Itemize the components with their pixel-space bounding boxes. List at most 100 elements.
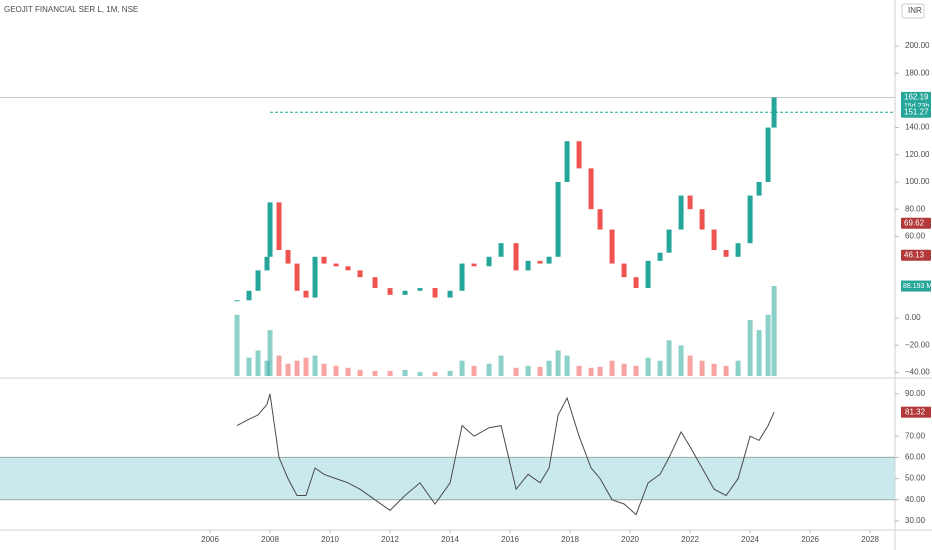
volume-bar xyxy=(357,369,363,376)
candle xyxy=(621,263,627,278)
volume-bar xyxy=(417,371,423,376)
price-tick-label: 0.00 xyxy=(905,313,921,322)
candle xyxy=(537,260,543,264)
currency[interactable]: INR xyxy=(908,6,922,15)
candle xyxy=(735,243,741,257)
volume-bar xyxy=(285,363,291,376)
volume-bar xyxy=(333,365,339,376)
volume-bar xyxy=(678,345,684,376)
candle xyxy=(255,270,261,291)
volume-bar xyxy=(576,365,582,376)
candle xyxy=(771,97,777,128)
time-tick-label: 2014 xyxy=(441,535,459,544)
price-label: 46.13 xyxy=(904,250,925,259)
candle xyxy=(699,209,705,230)
volume-bar xyxy=(486,363,492,376)
volume-bar xyxy=(498,355,504,376)
rsi-tick-label: 60.00 xyxy=(905,452,926,461)
volume-bar xyxy=(771,286,777,376)
rsi-line xyxy=(236,393,775,516)
time-tick-label: 2022 xyxy=(681,535,699,544)
candle xyxy=(345,266,351,271)
volume-bar xyxy=(447,370,453,376)
time-tick-label: 2006 xyxy=(201,535,219,544)
time-tick-label: 2016 xyxy=(501,535,519,544)
candle xyxy=(486,256,492,267)
time-tick-label: 2012 xyxy=(381,535,399,544)
candle xyxy=(387,288,393,295)
time-tick-label: 2024 xyxy=(741,535,759,544)
candle xyxy=(321,256,327,264)
candle xyxy=(267,202,273,257)
price-label-box xyxy=(901,217,931,229)
volume-bar xyxy=(756,330,762,376)
price-label-box xyxy=(901,106,931,118)
price-label: 151.27 xyxy=(904,107,929,116)
candle xyxy=(597,209,603,230)
volume-bar xyxy=(588,367,594,376)
volume-bar xyxy=(471,365,477,376)
price-tick-label: −20.00 xyxy=(905,340,930,349)
candle xyxy=(498,243,504,257)
volume-bar xyxy=(402,369,408,376)
candle xyxy=(447,290,453,298)
candle xyxy=(285,249,291,264)
volume-bar xyxy=(264,360,270,376)
volume-label: 88.193 M xyxy=(903,283,932,290)
time-tick-label: 2008 xyxy=(261,535,279,544)
candle xyxy=(303,290,309,298)
rsi-band xyxy=(0,457,895,500)
volume-bar xyxy=(294,360,300,376)
volume-bar xyxy=(276,355,282,376)
volume-bar xyxy=(621,363,627,376)
candle xyxy=(657,252,663,261)
candle xyxy=(372,277,378,289)
candle xyxy=(576,141,582,169)
currency-box[interactable] xyxy=(901,3,925,19)
time-tick-label: 2020 xyxy=(621,535,639,544)
volume-label-box xyxy=(901,280,931,292)
candle xyxy=(723,249,729,257)
volume-bar xyxy=(546,360,552,376)
candle xyxy=(471,263,477,267)
volume-bar xyxy=(372,370,378,376)
candle xyxy=(555,181,561,257)
volume-bar xyxy=(765,314,771,376)
time-tick-label: 2028 xyxy=(861,535,879,544)
candle xyxy=(645,260,651,289)
price-label: 162.19 xyxy=(904,93,929,102)
candle xyxy=(588,168,594,210)
candle xyxy=(633,277,639,289)
volume-bar xyxy=(525,365,531,376)
price-tick-label: −40.00 xyxy=(905,367,930,376)
price-tick-label: 140.00 xyxy=(905,123,930,132)
candle xyxy=(246,290,252,301)
candle xyxy=(756,181,762,196)
volume-bar xyxy=(246,357,252,376)
candle xyxy=(432,288,438,298)
volume-bar xyxy=(387,370,393,376)
chart-title: GEOJIT FINANCIAL SER L, 1M, NSE xyxy=(4,5,138,14)
volume-bar xyxy=(645,357,651,376)
time-tick-label: 2010 xyxy=(321,535,339,544)
candle xyxy=(402,290,408,295)
candle xyxy=(747,195,753,244)
rsi-tick-label: 50.00 xyxy=(905,474,926,483)
volume-bar xyxy=(513,367,519,376)
price-tick-label: 60.00 xyxy=(905,231,926,240)
volume-bar xyxy=(459,360,465,376)
candle xyxy=(357,270,363,278)
candle xyxy=(264,256,270,271)
candle xyxy=(234,300,240,302)
volume-bar xyxy=(699,360,705,376)
volume-bar xyxy=(666,340,672,376)
volume-bar xyxy=(687,355,693,376)
candle xyxy=(459,263,465,291)
volume-bar xyxy=(345,367,351,376)
rsi-tick-label: 70.00 xyxy=(905,431,926,440)
volume-bar xyxy=(564,355,570,376)
candle xyxy=(546,256,552,264)
price-tick-label: 80.00 xyxy=(905,204,926,213)
volume-bar xyxy=(312,355,318,376)
